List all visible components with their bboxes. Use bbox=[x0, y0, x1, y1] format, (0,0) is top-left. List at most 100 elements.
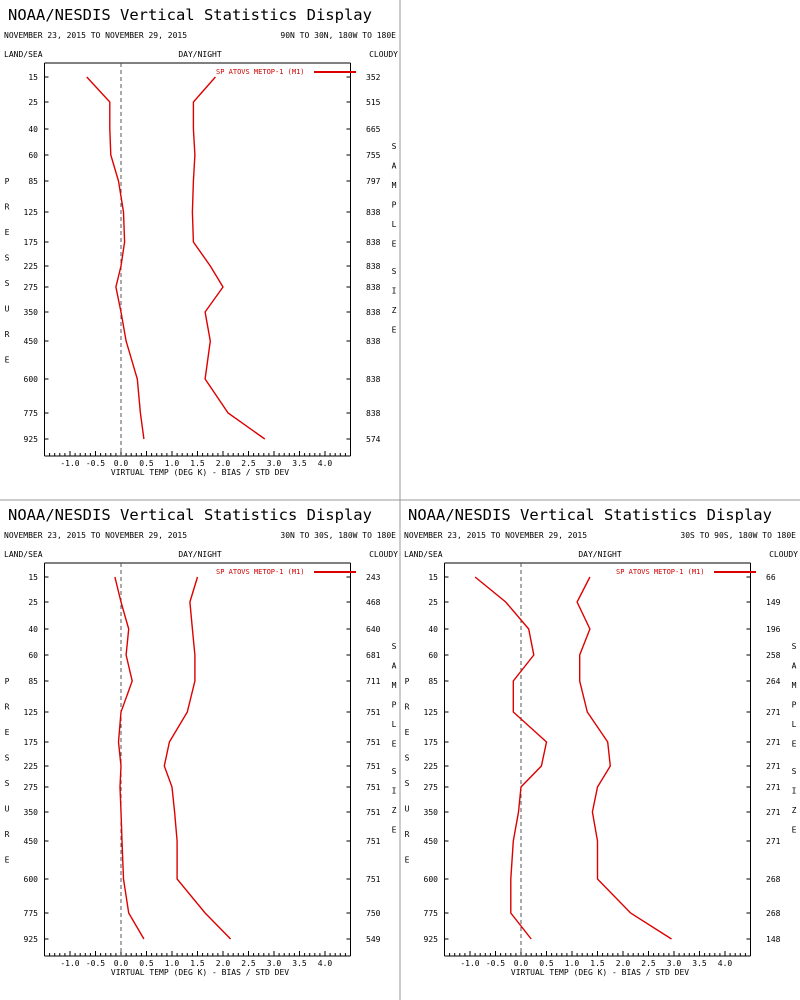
size-axis-letter: Z bbox=[392, 306, 397, 315]
pressure-axis-letter: R bbox=[405, 830, 410, 839]
pressure-tick-label: 925 bbox=[424, 935, 439, 944]
x-tick-label: 2.0 bbox=[616, 959, 631, 968]
x-tick-label: 1.5 bbox=[590, 959, 605, 968]
pressure-tick-label: 275 bbox=[424, 783, 439, 792]
cloudy-label: CLOUDY bbox=[369, 50, 398, 59]
sample-size-label: 66 bbox=[766, 573, 776, 582]
pressure-tick-label: 60 bbox=[28, 651, 38, 660]
pressure-axis-letter: U bbox=[5, 805, 10, 814]
sample-size-label: 271 bbox=[766, 708, 781, 717]
pressure-tick-label: 225 bbox=[24, 762, 39, 771]
sample-size-label: 838 bbox=[366, 409, 381, 418]
sample-size-label: 755 bbox=[366, 151, 381, 160]
x-tick-label: 1.5 bbox=[190, 959, 205, 968]
size-axis-letter: E bbox=[392, 326, 397, 335]
x-tick-label: -0.5 bbox=[86, 459, 105, 468]
pressure-tick-label: 125 bbox=[24, 708, 39, 717]
x-tick-label: 4.0 bbox=[718, 959, 733, 968]
sample-size-label: 149 bbox=[766, 598, 781, 607]
pressure-tick-label: 85 bbox=[28, 177, 38, 186]
pressure-tick-label: 40 bbox=[428, 625, 438, 634]
x-tick-label: 0.5 bbox=[139, 959, 154, 968]
x-tick-label: 4.0 bbox=[318, 959, 333, 968]
x-tick-label: 1.5 bbox=[190, 459, 205, 468]
pressure-axis-letter: S bbox=[405, 779, 410, 788]
pressure-axis-letter: R bbox=[5, 203, 10, 212]
sample-size-label: 751 bbox=[366, 837, 381, 846]
sample-size-label: 352 bbox=[366, 73, 381, 82]
sample-size-label: 271 bbox=[766, 762, 781, 771]
pressure-tick-label: 225 bbox=[24, 262, 39, 271]
sample-size-label: 549 bbox=[366, 935, 381, 944]
sample-axis-letter: P bbox=[792, 701, 797, 710]
pressure-axis-letter: R bbox=[405, 703, 410, 712]
x-tick-label: -0.5 bbox=[486, 959, 505, 968]
sample-size-label: 271 bbox=[766, 808, 781, 817]
sample-axis-letter: M bbox=[392, 681, 397, 690]
pressure-axis-letter: S bbox=[405, 754, 410, 763]
pressure-tick-label: 775 bbox=[24, 409, 39, 418]
pressure-axis-letter: P bbox=[405, 677, 410, 686]
x-tick-label: 1.0 bbox=[565, 959, 580, 968]
size-axis-letter: S bbox=[392, 267, 397, 276]
pressure-tick-label: 40 bbox=[28, 125, 38, 134]
pressure-tick-label: 85 bbox=[428, 677, 438, 686]
pressure-tick-label: 225 bbox=[424, 762, 439, 771]
pressure-axis-letter: P bbox=[5, 677, 10, 686]
sample-size-label: 243 bbox=[366, 573, 381, 582]
bias-line bbox=[86, 76, 145, 440]
chart-title: NOAA/NESDIS Vertical Statistics Display bbox=[408, 506, 772, 524]
legend-label: SP ATOVS METOP-1 (M1) bbox=[216, 68, 305, 76]
x-tick-label: 3.0 bbox=[267, 459, 282, 468]
sample-size-label: 148 bbox=[766, 935, 781, 944]
x-tick-label: 1.0 bbox=[165, 959, 180, 968]
pressure-tick-label: 175 bbox=[24, 738, 39, 747]
std-dev-line bbox=[163, 576, 232, 940]
size-axis-letter: E bbox=[792, 826, 797, 835]
pressure-tick-label: 350 bbox=[24, 308, 39, 317]
sample-size-label: 838 bbox=[366, 283, 381, 292]
bias-line bbox=[474, 576, 548, 940]
pressure-tick-label: 450 bbox=[424, 837, 439, 846]
sample-size-label: 268 bbox=[766, 909, 781, 918]
x-tick-label: 0.0 bbox=[114, 959, 129, 968]
x-tick-label: 2.5 bbox=[241, 459, 256, 468]
sample-size-label: 838 bbox=[366, 208, 381, 217]
chart-panel: NOAA/NESDIS Vertical Statistics Display N… bbox=[4, 506, 398, 977]
sample-size-label: 797 bbox=[366, 177, 381, 186]
x-axis-label: VIRTUAL TEMP (DEG K) - BIAS / STD DEV bbox=[111, 968, 289, 977]
sample-axis-letter: E bbox=[792, 740, 797, 749]
pressure-tick-label: 125 bbox=[424, 708, 439, 717]
sample-axis-letter: M bbox=[792, 681, 797, 690]
land-sea-label: LAND/SEA bbox=[404, 550, 443, 559]
cloudy-label: CLOUDY bbox=[769, 550, 798, 559]
sample-size-label: 750 bbox=[366, 909, 381, 918]
chart-panel: NOAA/NESDIS Vertical Statistics Display N… bbox=[4, 6, 398, 477]
pressure-axis-letter: P bbox=[5, 177, 10, 186]
std-dev-line bbox=[576, 576, 672, 940]
pressure-tick-label: 25 bbox=[28, 98, 38, 107]
sample-size-label: 640 bbox=[366, 625, 381, 634]
pressure-axis-letter: E bbox=[405, 856, 410, 865]
x-tick-label: 3.0 bbox=[667, 959, 682, 968]
pressure-tick-label: 450 bbox=[24, 337, 39, 346]
pressure-tick-label: 775 bbox=[424, 909, 439, 918]
region-label: 30S TO 90S, 180W TO 180E bbox=[680, 531, 796, 540]
sample-axis-letter: M bbox=[392, 181, 397, 190]
pressure-tick-label: 925 bbox=[24, 935, 39, 944]
sample-size-label: 751 bbox=[366, 708, 381, 717]
size-axis-letter: I bbox=[392, 287, 397, 296]
day-night-label: DAY/NIGHT bbox=[178, 50, 222, 59]
sample-size-label: 574 bbox=[366, 435, 381, 444]
sample-size-label: 196 bbox=[766, 625, 781, 634]
bias-line bbox=[114, 576, 145, 940]
x-tick-label: -0.5 bbox=[86, 959, 105, 968]
region-label: 30N TO 30S, 180W TO 180E bbox=[280, 531, 396, 540]
sample-size-label: 271 bbox=[766, 783, 781, 792]
sample-size-label: 751 bbox=[366, 738, 381, 747]
size-axis-letter: I bbox=[792, 787, 797, 796]
pressure-axis-letter: E bbox=[5, 228, 10, 237]
pressure-axis-letter: E bbox=[5, 728, 10, 737]
day-night-label: DAY/NIGHT bbox=[178, 550, 222, 559]
